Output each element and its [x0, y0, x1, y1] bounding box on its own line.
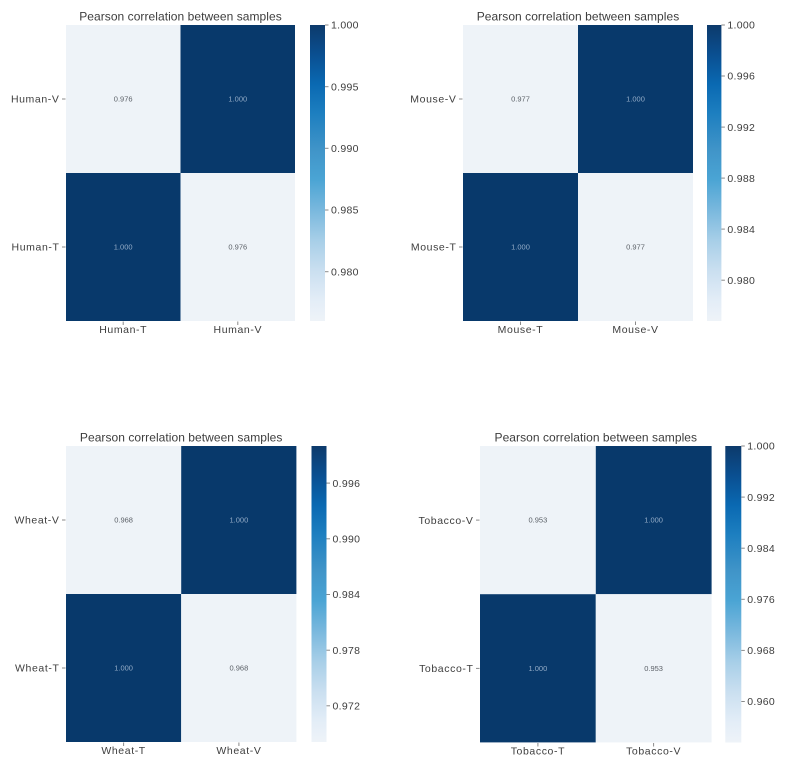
svg-text:0.968: 0.968 [747, 645, 775, 657]
svg-text:0.976: 0.976 [114, 94, 133, 103]
svg-text:0.984: 0.984 [727, 224, 755, 236]
svg-text:0.953: 0.953 [644, 664, 663, 673]
svg-text:0.990: 0.990 [331, 143, 359, 155]
svg-text:Wheat-V: Wheat-V [216, 745, 261, 757]
svg-text:Human-V: Human-V [11, 94, 60, 106]
svg-text:0.996: 0.996 [727, 71, 755, 83]
svg-text:1.000: 1.000 [331, 20, 359, 32]
svg-text:Wheat-V: Wheat-V [14, 515, 59, 527]
svg-text:0.980: 0.980 [727, 275, 755, 287]
svg-text:1.000: 1.000 [747, 441, 775, 453]
svg-text:Wheat-T: Wheat-T [101, 745, 145, 757]
svg-text:Human-V: Human-V [214, 324, 263, 336]
svg-text:0.992: 0.992 [747, 492, 775, 504]
svg-text:1.000: 1.000 [114, 242, 133, 251]
svg-text:1.000: 1.000 [230, 515, 249, 524]
svg-text:0.984: 0.984 [747, 543, 775, 555]
svg-text:0.977: 0.977 [626, 242, 645, 251]
svg-text:0.988: 0.988 [727, 173, 755, 185]
svg-text:0.980: 0.980 [331, 266, 359, 278]
svg-text:Human-T: Human-T [99, 324, 147, 336]
svg-text:0.976: 0.976 [747, 594, 775, 606]
svg-text:Mouse-T: Mouse-T [498, 324, 544, 336]
svg-text:1.000: 1.000 [626, 94, 645, 103]
svg-text:0.960: 0.960 [747, 696, 775, 708]
svg-text:Pearson correlation between sa: Pearson correlation between samples [79, 10, 282, 24]
svg-text:1.000: 1.000 [511, 242, 530, 251]
svg-text:0.972: 0.972 [333, 701, 361, 713]
svg-text:Tobacco-V: Tobacco-V [626, 746, 681, 758]
svg-text:0.968: 0.968 [230, 663, 249, 672]
svg-text:0.990: 0.990 [333, 534, 361, 546]
svg-text:0.996: 0.996 [333, 478, 361, 490]
svg-text:1.000: 1.000 [644, 516, 663, 525]
svg-text:Pearson correlation between sa: Pearson correlation between samples [80, 431, 283, 445]
svg-text:0.953: 0.953 [529, 516, 548, 525]
svg-text:Human-T: Human-T [12, 242, 60, 254]
svg-text:Wheat-T: Wheat-T [15, 663, 59, 675]
svg-text:Mouse-V: Mouse-V [612, 324, 658, 336]
svg-text:Mouse-T: Mouse-T [411, 242, 457, 254]
svg-text:0.985: 0.985 [331, 205, 359, 217]
svg-text:0.976: 0.976 [228, 242, 247, 251]
svg-text:0.978: 0.978 [333, 645, 361, 657]
svg-text:1.000: 1.000 [529, 664, 548, 673]
svg-text:0.992: 0.992 [727, 122, 755, 134]
svg-text:Tobacco-T: Tobacco-T [419, 663, 473, 675]
svg-text:Mouse-V: Mouse-V [410, 94, 456, 106]
svg-text:1.000: 1.000 [114, 663, 133, 672]
svg-text:0.977: 0.977 [511, 94, 530, 103]
svg-text:Tobacco-V: Tobacco-V [418, 515, 473, 527]
svg-text:1.000: 1.000 [228, 94, 247, 103]
svg-text:Tobacco-T: Tobacco-T [511, 746, 565, 758]
svg-text:1.000: 1.000 [727, 20, 755, 32]
svg-text:Pearson correlation between sa: Pearson correlation between samples [477, 10, 680, 24]
svg-text:0.984: 0.984 [333, 589, 361, 601]
svg-text:Pearson correlation between sa: Pearson correlation between samples [495, 431, 698, 445]
svg-text:0.995: 0.995 [331, 81, 359, 93]
svg-text:0.968: 0.968 [114, 515, 133, 524]
